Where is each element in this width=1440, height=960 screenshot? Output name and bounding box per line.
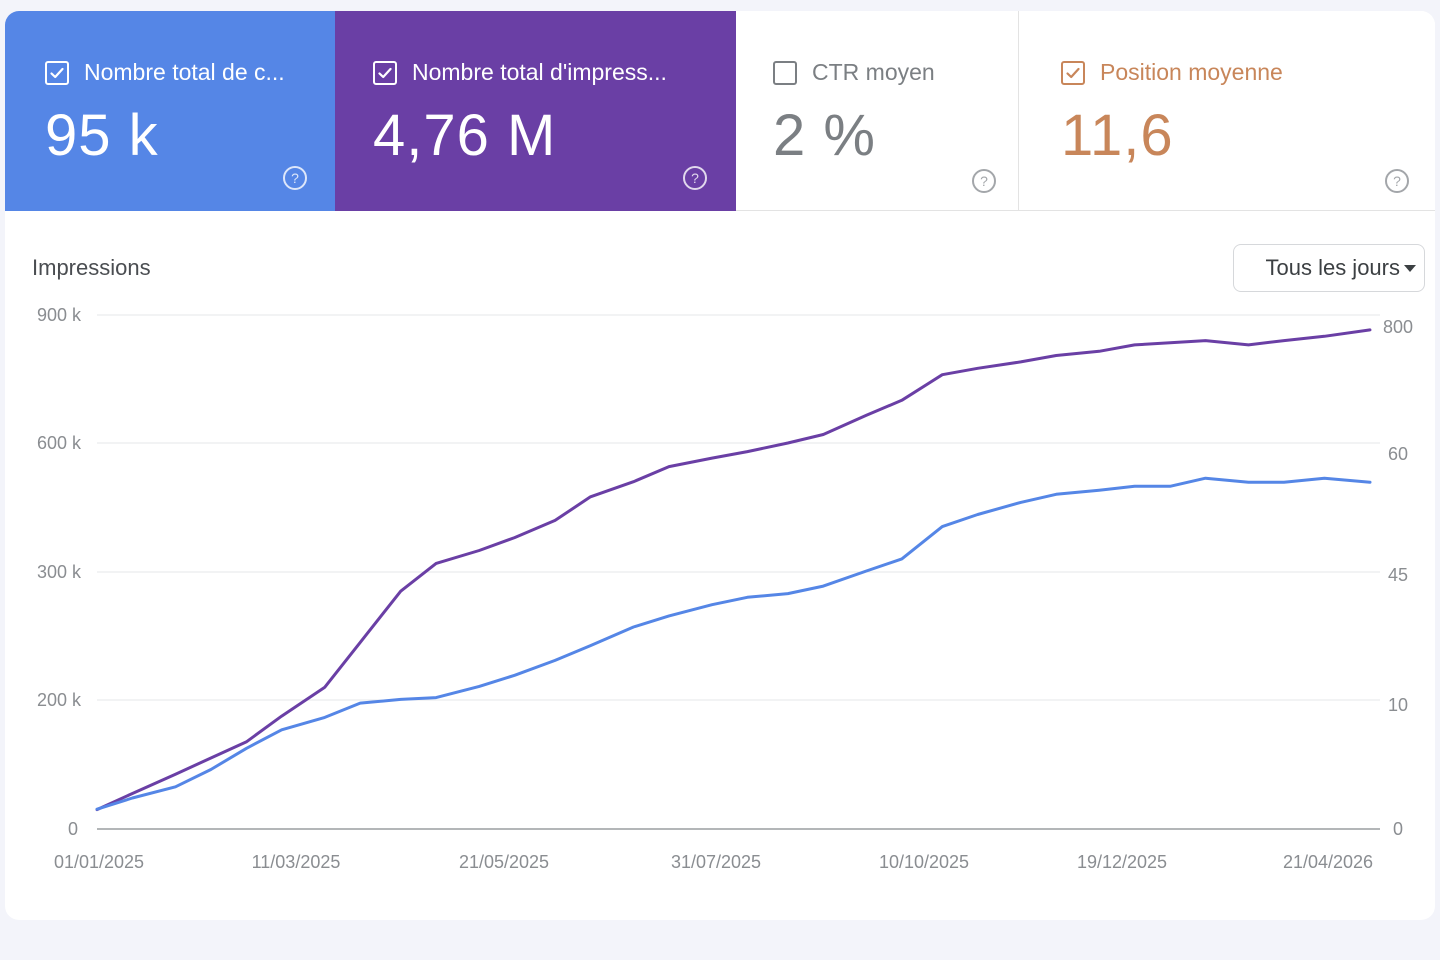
y-right-tick-label: 10 bbox=[1388, 695, 1408, 715]
period-select[interactable]: Tous les jours bbox=[1233, 244, 1425, 292]
metric-tile-clicks[interactable]: Nombre total de c... 95 k ? bbox=[5, 11, 335, 211]
x-tick-label: 11/03/2025 bbox=[252, 852, 341, 872]
performance-card: Nombre total de c... 95 k ? Nombre total… bbox=[5, 11, 1435, 920]
chart-title: Impressions bbox=[32, 255, 151, 280]
x-tick-label: 01/01/2025 bbox=[54, 852, 144, 872]
metric-tiles: Nombre total de c... 95 k ? Nombre total… bbox=[5, 11, 1435, 211]
help-icon[interactable]: ? bbox=[683, 166, 707, 190]
metric-label: CTR moyen bbox=[812, 59, 935, 85]
y-left-tick-label: 600 k bbox=[37, 433, 82, 453]
caret-down-icon bbox=[1404, 264, 1416, 272]
x-tick-label: 21/04/2026 bbox=[1283, 852, 1373, 872]
x-tick-label: 19/12/2025 bbox=[1077, 852, 1167, 872]
checkbox-checked-icon[interactable] bbox=[373, 60, 397, 85]
y-left-tick-label: 0 bbox=[68, 819, 78, 839]
x-tick-label: 10/10/2025 bbox=[879, 852, 969, 872]
y-right-tick-label: 0 bbox=[1393, 819, 1403, 839]
metric-header: Nombre total d'impress... bbox=[373, 59, 667, 86]
metric-value: 95 k bbox=[45, 103, 159, 168]
metric-value: 11,6 bbox=[1061, 103, 1174, 168]
x-tick-label: 21/05/2025 bbox=[459, 852, 549, 872]
help-icon[interactable]: ? bbox=[1385, 169, 1409, 193]
metric-label: Nombre total d'impress... bbox=[412, 59, 667, 85]
y-left-tick-label: 900 k bbox=[37, 305, 82, 325]
help-icon[interactable]: ? bbox=[972, 169, 996, 193]
y-right-tick-label: 45 bbox=[1388, 565, 1408, 585]
metric-label: Position moyenne bbox=[1100, 59, 1283, 85]
y-right-tick-label: 800 bbox=[1383, 317, 1413, 337]
series-line bbox=[95, 328, 1372, 812]
series-line bbox=[95, 476, 1372, 811]
metric-label: Nombre total de c... bbox=[84, 59, 285, 85]
metric-tile-impressions[interactable]: Nombre total d'impress... 4,76 M ? bbox=[335, 11, 736, 211]
checkbox-unchecked-icon[interactable] bbox=[773, 60, 797, 85]
y-right-tick-label: 60 bbox=[1388, 444, 1408, 464]
metric-value: 2 % bbox=[773, 103, 876, 168]
line-chart: 0 200 k 300 k 600 k 900 k 0 10 45 60 800 01/01/202… bbox=[37, 305, 1413, 872]
checkbox-checked-icon[interactable] bbox=[45, 60, 69, 85]
checkbox-checked-icon[interactable] bbox=[1061, 60, 1085, 85]
metric-header: Nombre total de c... bbox=[45, 59, 285, 86]
help-icon[interactable]: ? bbox=[283, 166, 307, 190]
metric-header: Position moyenne bbox=[1061, 59, 1283, 86]
x-tick-label: 31/07/2025 bbox=[671, 852, 761, 872]
y-left-tick-label: 300 k bbox=[37, 562, 82, 582]
metric-tile-ctr[interactable]: CTR moyen 2 % ? bbox=[736, 11, 1019, 211]
metric-tile-position[interactable]: Position moyenne 11,6 ? bbox=[1019, 11, 1435, 211]
y-left-tick-label: 200 k bbox=[37, 690, 82, 710]
period-select-label: Tous les jours bbox=[1265, 255, 1400, 280]
metric-value: 4,76 M bbox=[373, 103, 557, 168]
metric-header: CTR moyen bbox=[773, 59, 935, 86]
